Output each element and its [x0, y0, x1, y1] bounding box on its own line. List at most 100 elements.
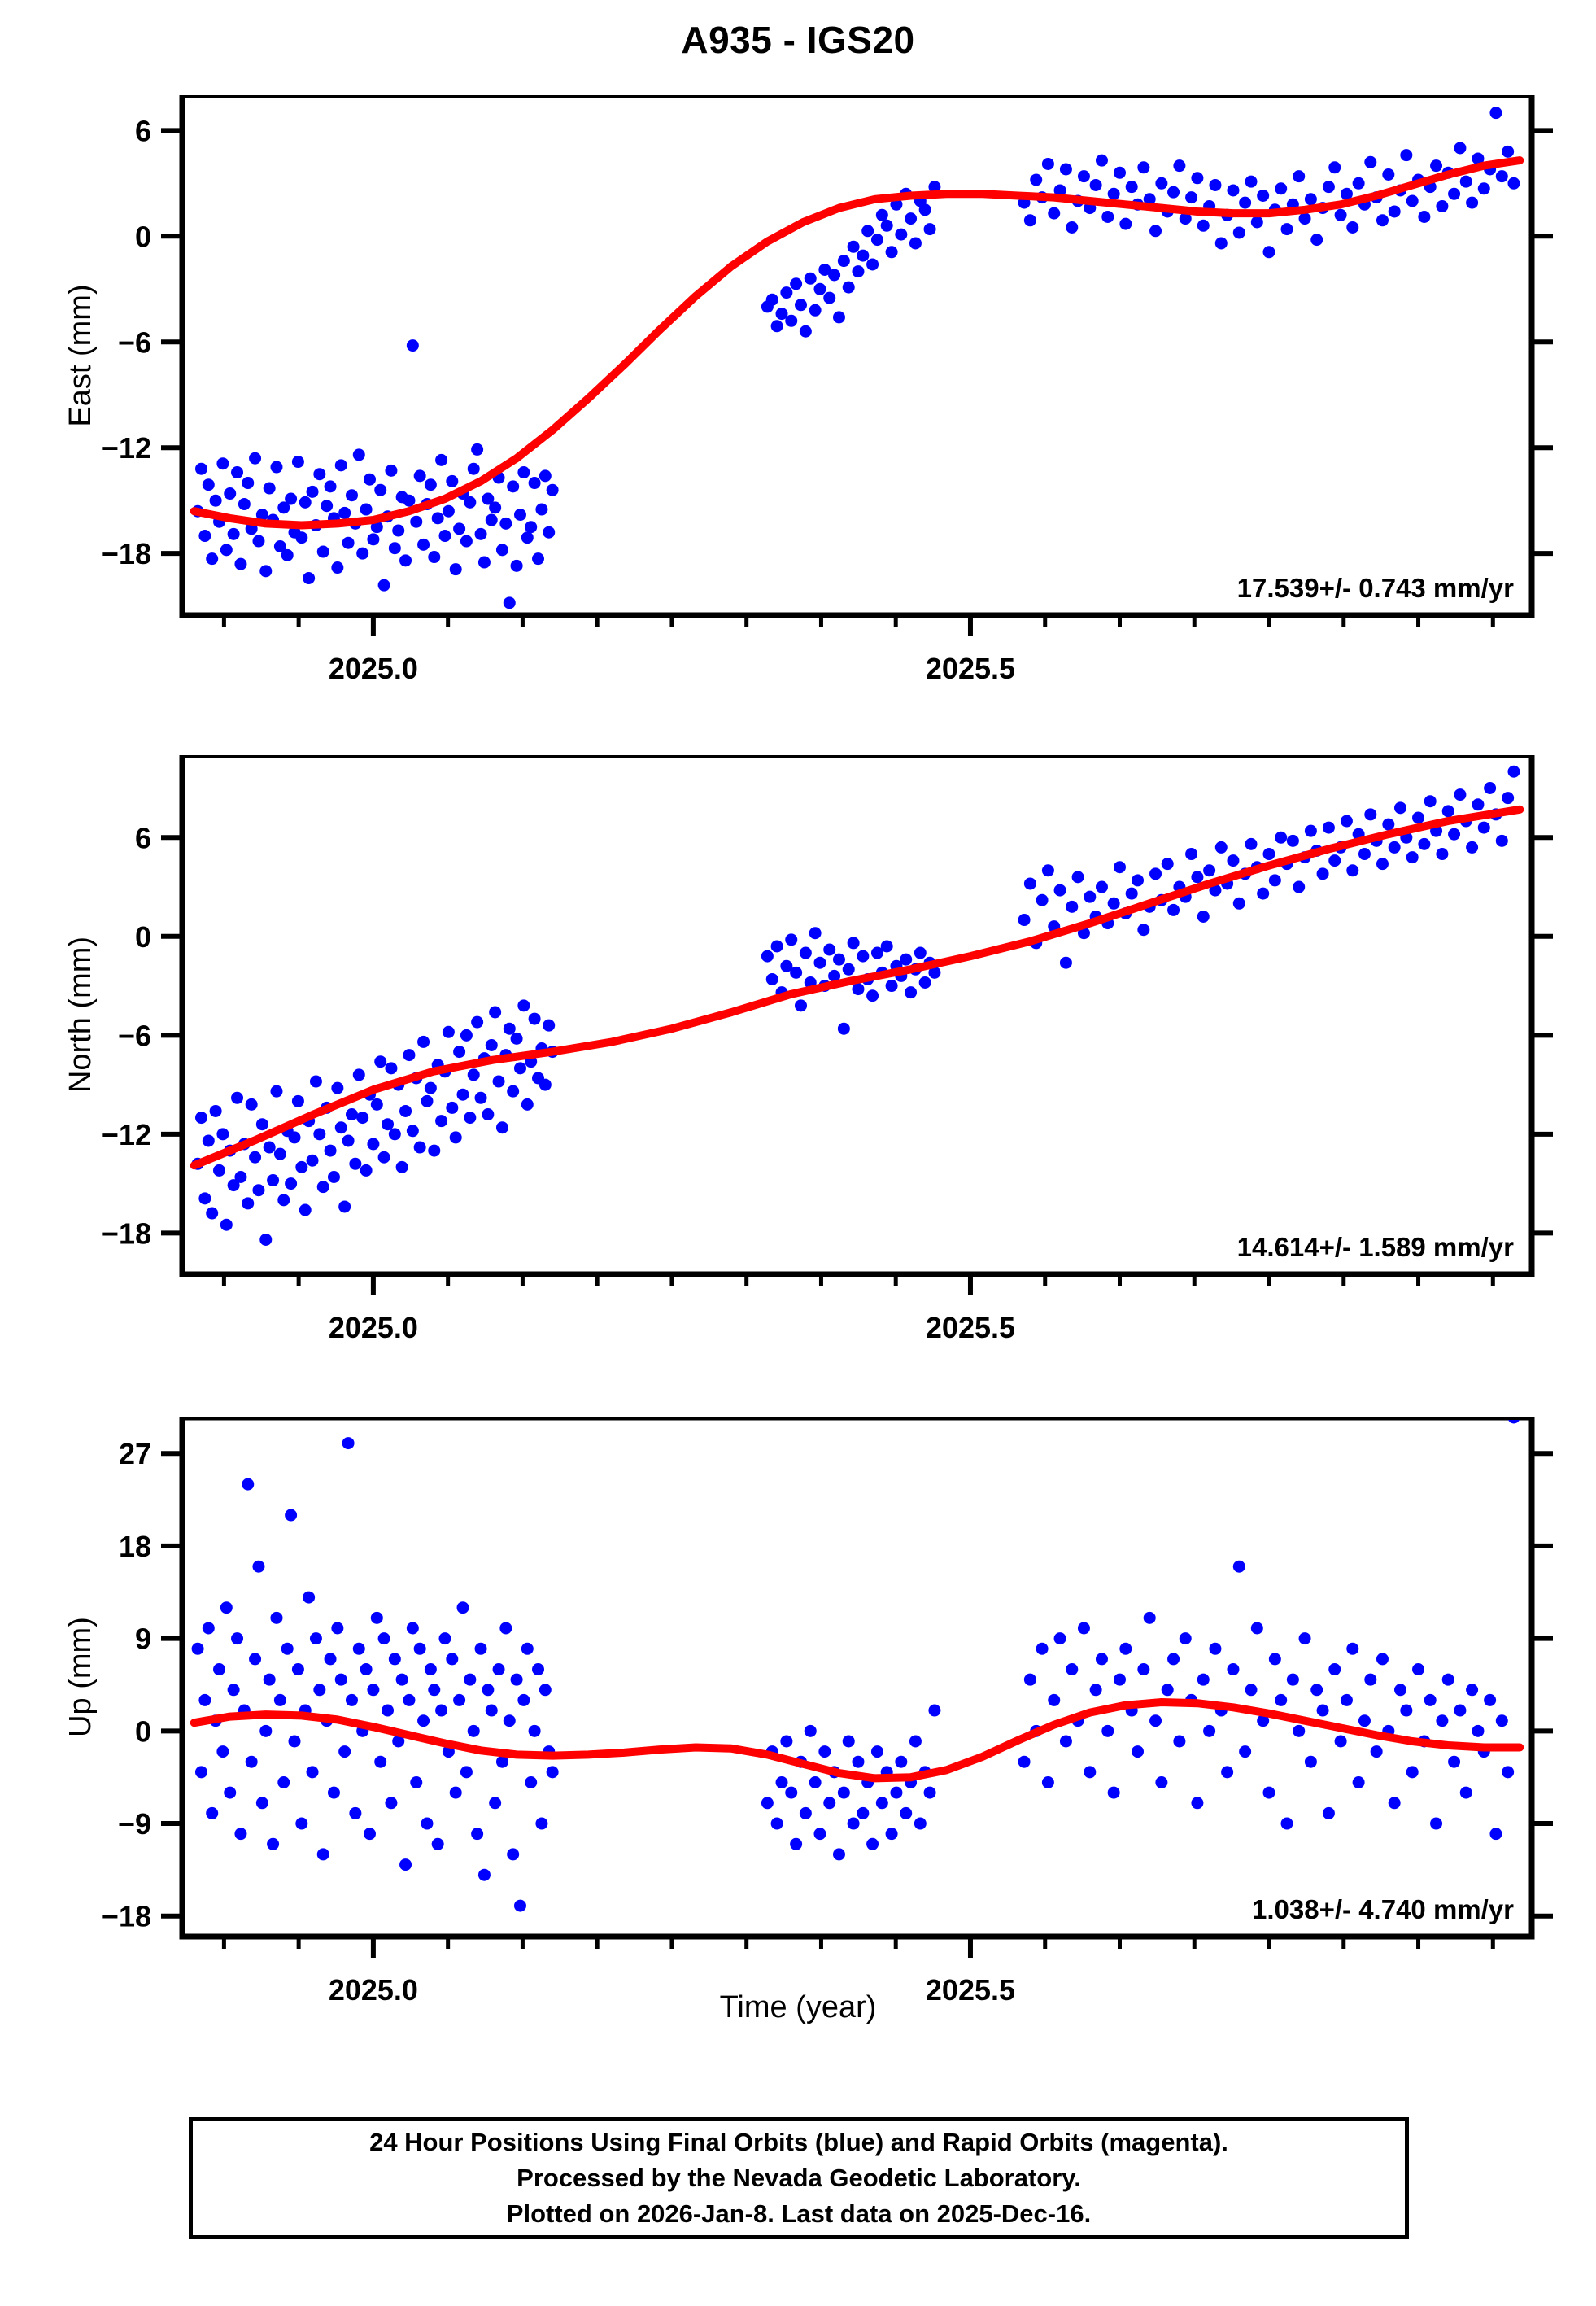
data-point: [1346, 221, 1359, 234]
data-point: [356, 1112, 369, 1125]
data-point: [818, 263, 831, 276]
model-fit-line: [190, 805, 1524, 1170]
data-point: [1472, 1724, 1485, 1737]
y-tick-label: 9: [135, 1622, 151, 1656]
data-point: [489, 501, 502, 514]
data-point: [338, 1745, 351, 1758]
data-layer-north: [190, 765, 1524, 1246]
y-tick-label: 0: [135, 920, 151, 954]
data-point: [295, 1817, 308, 1830]
data-point: [406, 1125, 419, 1138]
data-point: [1089, 178, 1102, 191]
data-point: [1328, 854, 1341, 867]
data-point: [794, 999, 807, 1012]
data-point: [1239, 1745, 1252, 1758]
data-point: [460, 1766, 473, 1779]
data-point: [252, 535, 265, 548]
data-point: [273, 1147, 286, 1160]
data-point: [900, 1806, 913, 1819]
data-point: [1507, 765, 1520, 778]
data-point: [360, 1663, 373, 1676]
data-point: [499, 1622, 512, 1635]
data-point: [543, 526, 556, 539]
data-point: [842, 281, 855, 294]
x-tick-label: 2025.5: [926, 652, 1015, 685]
data-point: [1232, 897, 1245, 910]
data-point: [761, 950, 774, 963]
data-point: [324, 480, 337, 493]
data-point: [1502, 1766, 1515, 1779]
data-point: [306, 485, 319, 498]
data-point: [245, 1755, 258, 1768]
data-point: [794, 299, 807, 312]
data-point: [1053, 1632, 1066, 1645]
data-point: [267, 1837, 280, 1850]
data-point: [539, 1078, 552, 1091]
data-layer-up: [190, 1420, 1524, 1912]
data-point: [1125, 181, 1138, 194]
data-point: [880, 940, 893, 953]
data-point: [492, 1663, 505, 1676]
data-point: [277, 501, 290, 514]
data-point: [1059, 956, 1072, 969]
data-point: [1484, 1693, 1497, 1706]
data-point: [471, 1015, 484, 1029]
data-point: [327, 1171, 340, 1184]
data-point: [890, 1786, 903, 1799]
y-tick-label: 6: [135, 821, 151, 854]
data-point: [399, 554, 412, 567]
data-point: [1441, 805, 1454, 818]
data-point: [1454, 1704, 1467, 1717]
data-point: [546, 483, 559, 496]
data-point: [206, 1806, 219, 1819]
data-point: [392, 524, 405, 537]
data-point: [828, 969, 841, 982]
rate-annotation: 17.539+/- 0.743 mm/yr: [1237, 573, 1514, 603]
data-point: [352, 1068, 365, 1081]
data-point: [499, 517, 512, 530]
data-point: [306, 1154, 319, 1167]
data-point: [1436, 1714, 1449, 1727]
data-point: [1346, 864, 1359, 877]
data-point: [1203, 864, 1216, 877]
data-point: [1406, 194, 1419, 207]
data-point: [285, 492, 298, 505]
data-point: [1489, 107, 1502, 120]
data-point: [1053, 884, 1066, 897]
data-point: [413, 1141, 426, 1154]
data-point: [1394, 1684, 1407, 1697]
data-point: [866, 1837, 879, 1850]
x-tick-label: 2025.0: [329, 1973, 418, 2007]
data-point: [342, 1437, 355, 1450]
data-point: [1388, 841, 1401, 854]
data-point: [1364, 1673, 1377, 1686]
data-point: [510, 1032, 523, 1045]
data-point: [249, 1151, 262, 1164]
data-point: [1340, 187, 1353, 200]
data-point: [1322, 1806, 1335, 1819]
data-point: [438, 530, 451, 543]
data-point: [474, 527, 487, 540]
y-tick-label: 0: [135, 1714, 151, 1748]
y-tick-label: 0: [135, 220, 151, 253]
data-point: [1018, 914, 1031, 927]
data-point: [765, 293, 778, 306]
data-point: [464, 1673, 477, 1686]
page-title: A935 - IGS20: [681, 19, 915, 61]
data-point: [1214, 841, 1228, 854]
data-point: [270, 461, 283, 474]
y-tick-label: −6: [118, 325, 151, 359]
data-point: [521, 1642, 534, 1655]
data-point: [453, 1693, 466, 1706]
data-point: [374, 1755, 387, 1768]
data-point: [525, 521, 538, 534]
data-point: [780, 1735, 793, 1748]
data-point: [1436, 199, 1449, 212]
data-point: [1472, 798, 1485, 811]
data-point: [1095, 1653, 1108, 1666]
data-point: [852, 983, 865, 996]
data-point: [1095, 154, 1108, 167]
data-point: [295, 1160, 308, 1173]
plot-area-east: 6 0 −6 −12 −18 2025.0 2025.5 17.539+/- 0.743 mm…: [102, 95, 1553, 685]
y-tick-label: 27: [119, 1437, 151, 1470]
